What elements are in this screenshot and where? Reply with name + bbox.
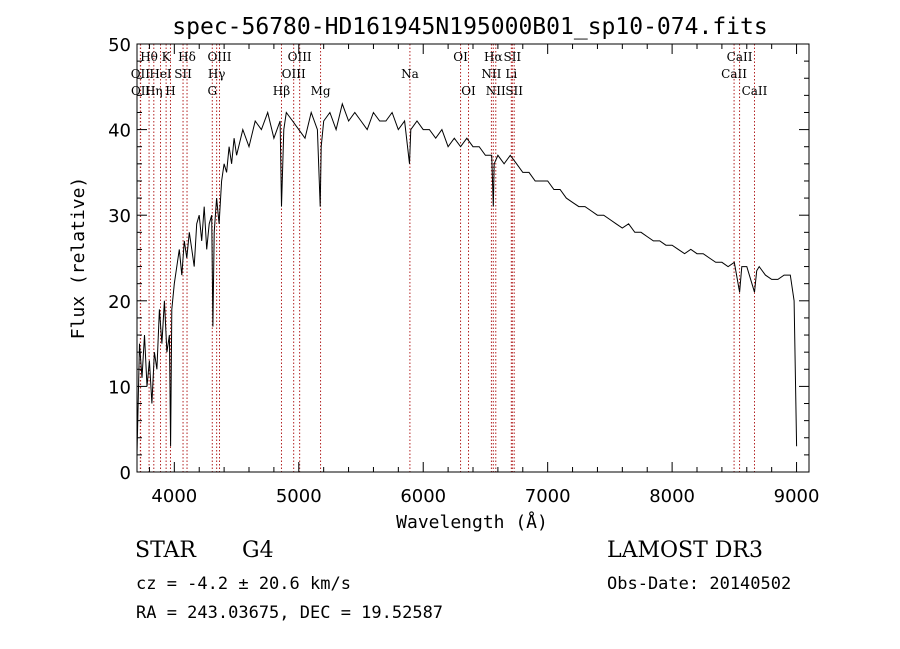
line-label: Hη (145, 84, 163, 98)
coordinates-text: RA = 243.03675, DEC = 19.52587 (136, 603, 444, 623)
line-label: SII (505, 84, 523, 98)
redshift-text: cz = -4.2 ± 20.6 km/s (136, 574, 351, 594)
line-label: CaII (727, 50, 753, 64)
x-axis-label: Wavelength (Å) (396, 511, 548, 533)
line-label: CaII (742, 84, 768, 98)
line-label: K (162, 50, 172, 64)
x-tick-label: 8000 (649, 486, 695, 507)
object-class: STAR (135, 538, 196, 563)
line-label: Na (401, 67, 419, 81)
line-label: SII (503, 50, 521, 64)
line-label: SII (174, 67, 192, 81)
line-label: Hγ (208, 67, 226, 81)
x-tick-label: 6000 (400, 486, 446, 507)
y-tick-label: 40 (108, 121, 131, 142)
emission-line-labels: Hθ OII OII K HeI Hη SII H Hδ OIII Hγ G OIII OIII Hβ Mg N… (131, 50, 768, 98)
line-label: OI (453, 50, 468, 64)
line-label: H (165, 84, 175, 98)
plot-frame (136, 43, 810, 473)
x-axis: 4000 5000 6000 7000 8000 9000 (148, 44, 820, 507)
line-label: OIII (288, 50, 312, 64)
emission-line-markers (139, 44, 755, 472)
line-label: CaII (721, 67, 747, 81)
line-label: HeI (149, 67, 172, 81)
x-tick-label: 4000 (151, 486, 197, 507)
chart-title: spec-56780-HD161945N195000B01_sp10-074.f… (172, 14, 767, 40)
line-label: G (207, 84, 217, 98)
y-tick-label: 10 (108, 377, 131, 398)
line-label: OII (131, 67, 151, 81)
line-label: OI (461, 84, 476, 98)
line-label: Hα (484, 50, 503, 64)
y-tick-label: 20 (108, 292, 131, 313)
line-label: OII (131, 84, 151, 98)
spectrum-series-line (136, 102, 798, 455)
x-tick-label: 9000 (774, 486, 820, 507)
line-label: NII (486, 84, 506, 98)
line-label: Mg (311, 84, 331, 98)
obs-date: Obs-Date: 20140502 (607, 574, 792, 594)
object-subclass: G4 (242, 538, 274, 563)
y-axis: 0 10 20 30 40 50 (108, 35, 809, 484)
line-label: Li (505, 67, 517, 81)
y-tick-label: 50 (108, 35, 131, 56)
survey-name: LAMOST DR3 (607, 538, 763, 563)
x-tick-label: 5000 (276, 486, 322, 507)
line-label: NII (481, 67, 501, 81)
line-label: Hδ (178, 50, 196, 64)
line-label: OIII (282, 67, 306, 81)
x-tick-label: 7000 (525, 486, 571, 507)
line-label: Hθ (140, 50, 158, 64)
y-tick-label: 0 (120, 463, 131, 484)
line-label: OIII (207, 50, 231, 64)
line-label: Hβ (273, 84, 290, 98)
y-tick-label: 30 (108, 206, 131, 227)
y-axis-label: Flux (relative) (68, 177, 89, 340)
